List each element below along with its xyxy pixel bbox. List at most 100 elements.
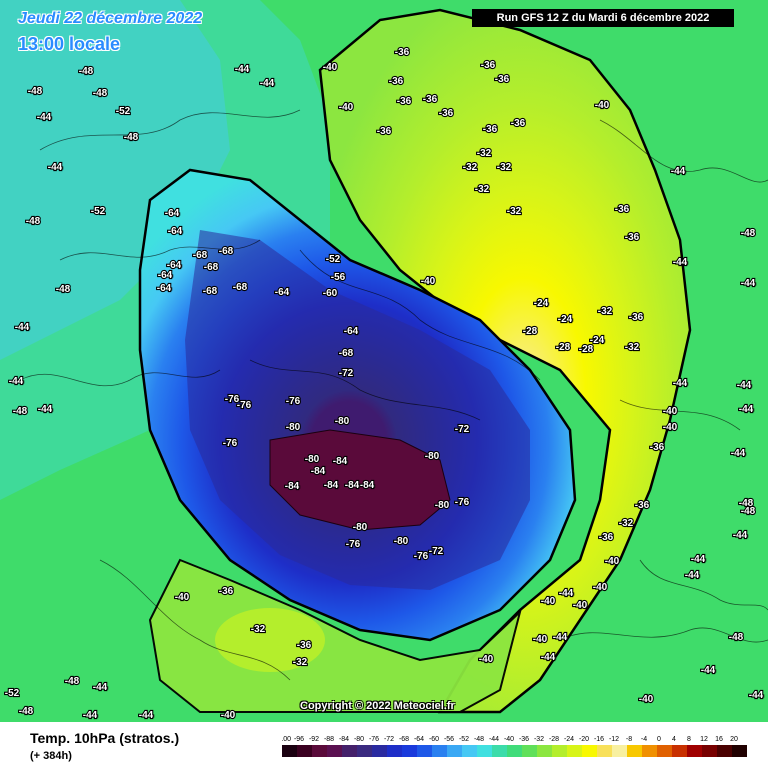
legend-tick-label: -72 (384, 736, 394, 743)
contour-label: -32 (475, 184, 490, 195)
contour-label: -44 (685, 570, 700, 581)
legend-swatch (432, 745, 447, 757)
legend-swatch (402, 745, 417, 757)
contour-label: -76 (225, 394, 240, 405)
legend-swatch (462, 745, 477, 757)
contour-label: -44 (701, 665, 716, 676)
contour-label: -36 (297, 640, 312, 651)
contour-label: -48 (26, 216, 41, 227)
contour-label: -32 (619, 518, 634, 529)
legend-tick-label: -92 (309, 736, 319, 743)
legend-tick-label: 20 (730, 736, 738, 743)
contour-label: -76 (414, 551, 429, 562)
contour-label: -40 (595, 100, 610, 111)
legend-tick-label: -16 (594, 736, 604, 743)
legend-tick-label: -40 (504, 736, 514, 743)
legend-tick-label: -48 (474, 736, 484, 743)
contour-label: -52 (5, 688, 20, 699)
contour-label: -44 (37, 112, 52, 123)
legend-swatch (312, 745, 327, 757)
legend-tick-label: -24 (564, 736, 574, 743)
contour-label: -32 (625, 342, 640, 353)
contour-label: -40 (541, 596, 556, 607)
legend-swatch (627, 745, 642, 757)
legend-swatch (507, 745, 522, 757)
legend-tick-label: -68 (399, 736, 409, 743)
contour-label: -28 (579, 344, 594, 355)
contour-label: -76 (223, 438, 238, 449)
contour-label: -84 (285, 481, 300, 492)
contour-label: -44 (139, 710, 154, 721)
contour-label: -44 (559, 588, 574, 599)
legend-tick-label: -96 (294, 736, 304, 743)
forecast-date: Jeudi 22 décembre 2022 (18, 10, 203, 27)
legend-tick-label: -12 (609, 736, 619, 743)
legend-swatch (582, 745, 597, 757)
legend-swatch (342, 745, 357, 757)
contour-label: -44 (671, 166, 686, 177)
contour-label: -44 (749, 690, 764, 701)
contour-label: -60 (323, 288, 338, 299)
legend-swatch (687, 745, 702, 757)
legend-swatch (657, 745, 672, 757)
contour-label: -36 (483, 124, 498, 135)
contour-label: -76 (346, 539, 361, 550)
legend-swatch (537, 745, 552, 757)
contour-label: -36 (397, 96, 412, 107)
contour-label: -80 (435, 500, 450, 511)
legend-swatch (522, 745, 537, 757)
contour-label: -44 (553, 632, 568, 643)
contour-label: -32 (293, 657, 308, 668)
contour-label: -80 (335, 416, 350, 427)
coastlines (19, 109, 768, 681)
contour-label: -40 (593, 582, 608, 593)
contour-label: -28 (556, 342, 571, 353)
contour-label: -68 (203, 286, 218, 297)
contour-label: -80 (286, 422, 301, 433)
contour-label: -32 (497, 162, 512, 173)
contour-label: -36 (615, 204, 630, 215)
contour-label: -32 (507, 206, 522, 217)
contour-label: -76 (286, 396, 301, 407)
contour-label: -40 (175, 592, 190, 603)
legend-tick-label: 16 (715, 736, 723, 743)
contour-label: -48 (56, 284, 71, 295)
contour-label: -72 (429, 546, 444, 557)
contour-label: -48 (741, 506, 756, 517)
legend-swatch (612, 745, 627, 757)
legend-tick-label: 4 (672, 736, 676, 743)
forecast-hour: (+ 384h) (30, 750, 72, 762)
contour-label: -36 (599, 532, 614, 543)
contour-label: -72 (455, 424, 470, 435)
contour-label: -40 (573, 600, 588, 611)
warm-region-south (148, 558, 522, 713)
contour-label: -44 (691, 554, 706, 565)
legend-tick-label: -20 (579, 736, 589, 743)
contour-label: -72 (339, 368, 354, 379)
contour-label: -36 (635, 500, 650, 511)
contour-label: -48 (729, 632, 744, 643)
contour-label: -84 (345, 480, 360, 491)
contour-label: -52 (91, 206, 106, 217)
contour-label: -44 (93, 682, 108, 693)
contour-label: -32 (477, 148, 492, 159)
contour-label: -36 (389, 76, 404, 87)
forecast-local-time: 13:00 locale (18, 34, 121, 54)
contour-label: -36 (650, 442, 665, 453)
contour-label: -36 (219, 586, 234, 597)
contour-label: -84 (360, 480, 375, 491)
contour-label: -44 (260, 78, 275, 89)
legend-tick-label: -64 (414, 736, 424, 743)
contour-label: -40 (221, 710, 236, 721)
contour-label: -80 (305, 454, 320, 465)
contour-label: -44 (673, 378, 688, 389)
contour-label: -44 (48, 162, 63, 173)
contour-label: -64 (165, 208, 180, 219)
contour-label: -44 (9, 376, 24, 387)
contour-label: -24 (534, 298, 549, 309)
legend-tick-label: -28 (549, 736, 559, 743)
contour-label: -64 (275, 287, 290, 298)
legend-tick-label: -8 (626, 736, 632, 743)
legend-swatch (597, 745, 612, 757)
contour-label: -40 (323, 62, 338, 73)
